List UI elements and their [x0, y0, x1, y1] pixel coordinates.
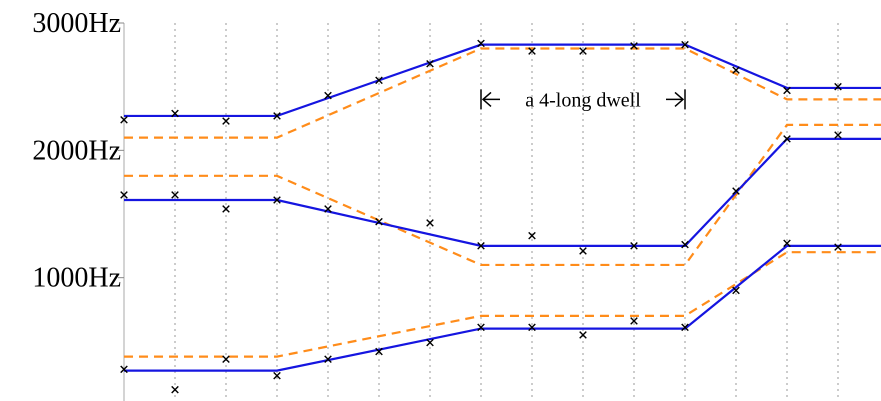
reference-line-2 [124, 251, 881, 358]
reference-line-1 [124, 123, 881, 267]
marker-s2-6 [426, 338, 434, 347]
fitted-line-0 [124, 43, 881, 118]
fitted-line-1 [124, 137, 881, 247]
marker-s1-6 [426, 219, 434, 227]
marker-s1-14 [834, 131, 842, 139]
marker-s2-0 [120, 365, 128, 374]
dwell-annotation: a 4-long dwell [480, 89, 686, 111]
marker-s2-12 [732, 286, 740, 295]
reference-lines [124, 47, 881, 358]
marker-s2-1 [171, 385, 179, 394]
marker-s1-4 [324, 205, 332, 213]
marker-s0-4 [324, 91, 332, 100]
vertical-gridlines [174, 23, 839, 401]
marker-s2-3 [273, 371, 281, 380]
marker-s1-0 [120, 191, 128, 199]
marker-s1-7 [477, 242, 485, 250]
fitted-lines [124, 43, 881, 372]
reference-line-0 [124, 47, 881, 139]
y-tick-label-2: 3000Hz [32, 8, 121, 39]
marker-s0-9 [579, 47, 587, 55]
marker-s0-7 [477, 39, 485, 48]
marker-s0-14 [834, 82, 842, 91]
dwell-label: a 4-long dwell [525, 89, 641, 111]
dwell-left-arrow [481, 91, 500, 107]
marker-s1-11 [681, 240, 689, 249]
marker-s1-5 [375, 217, 383, 226]
marker-s1-13 [783, 135, 791, 143]
marker-s0-13 [783, 86, 791, 95]
y-axis-ticks: 1000Hz 2000Hz 3000Hz [32, 8, 124, 294]
marker-s2-5 [375, 347, 383, 356]
marker-s1-12 [732, 187, 740, 195]
marker-s1-8 [528, 231, 536, 240]
marker-s1-3 [273, 196, 281, 204]
marker-s1-9 [579, 247, 587, 255]
marker-s2-13 [783, 239, 791, 248]
marker-s0-5 [375, 76, 383, 85]
observation-markers [120, 39, 842, 394]
dwell-right-arrow [666, 91, 685, 107]
marker-s0-11 [681, 40, 689, 49]
marker-s2-9 [579, 331, 587, 339]
marker-s2-2 [222, 355, 230, 363]
marker-s0-8 [528, 47, 536, 55]
marker-s2-11 [681, 323, 689, 332]
marker-s2-7 [477, 323, 485, 332]
fitted-line-2 [124, 244, 881, 372]
marker-s0-12 [732, 66, 740, 74]
marker-s0-6 [426, 59, 434, 68]
marker-s0-3 [273, 112, 281, 120]
marker-s0-0 [120, 115, 128, 124]
marker-s0-10 [630, 42, 638, 50]
marker-s2-14 [834, 243, 842, 251]
y-tick-label-1: 2000Hz [32, 135, 121, 166]
marker-s2-4 [324, 355, 332, 363]
marker-s0-2 [222, 117, 230, 125]
marker-s0-1 [171, 109, 179, 118]
marker-s2-10 [630, 317, 638, 325]
marker-s1-2 [222, 205, 230, 213]
marker-s1-1 [171, 191, 179, 199]
y-tick-label-0: 1000Hz [32, 263, 121, 294]
marker-s2-8 [528, 323, 536, 332]
marker-s1-10 [630, 242, 638, 250]
